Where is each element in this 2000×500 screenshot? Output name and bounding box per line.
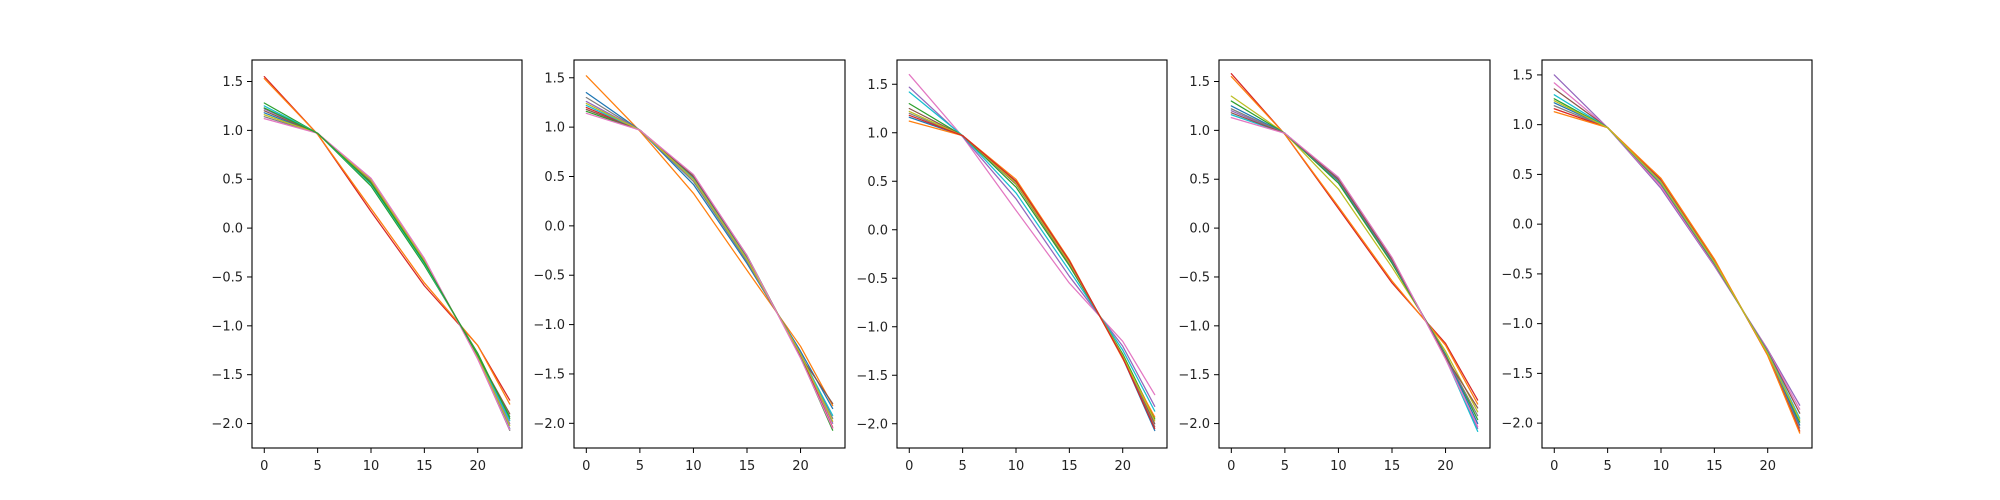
y-tick-label: 1.0: [1189, 124, 1210, 139]
series-line-9: [1553, 111, 1801, 434]
series-line-2: [1553, 82, 1801, 410]
series-line-2: [585, 91, 834, 410]
x-tick-label: 15: [1061, 459, 1078, 474]
y-tick-label: 0.5: [867, 175, 888, 190]
x-tick-label: 0: [582, 459, 590, 474]
y-tick-label: 0.5: [544, 170, 565, 185]
series-line-2: [263, 77, 511, 405]
series-line-10: [908, 114, 1156, 430]
chart-panel-1: 0 5 10 15 20 1.5 1.0 0.5 0.0 −0.5 −1.0 −1.5 −2.0: [211, 59, 523, 474]
y-tick-label: −2.0: [533, 417, 565, 432]
series-line-10: [1553, 100, 1801, 421]
y-tick-label: 0.0: [867, 223, 888, 238]
x-tick-label: 20: [1759, 459, 1776, 474]
axes-frame: [896, 59, 1168, 449]
axes-frame: [251, 59, 523, 449]
y-tick-label: 0.0: [222, 222, 243, 237]
x-tick-label: 5: [1603, 459, 1611, 474]
x-tick-label: 10: [1008, 459, 1025, 474]
y-tick-label: −2.0: [211, 417, 243, 432]
y-tick-label: 1.0: [1512, 118, 1533, 133]
x-tick-label: 0: [1227, 459, 1235, 474]
x-tick-label: 15: [416, 459, 433, 474]
y-tick-label: −1.5: [211, 368, 243, 383]
series-line-9: [263, 114, 511, 427]
x-tick-label: 5: [636, 459, 644, 474]
y-tick-label: 1.5: [544, 71, 565, 86]
x-tick-label: 5: [1281, 459, 1289, 474]
series-line-9: [1230, 112, 1479, 409]
y-tick-label: −1.0: [1178, 319, 1210, 334]
x-tick-label: 5: [958, 459, 966, 474]
x-tick-label: 10: [363, 459, 380, 474]
y-tick-label: −0.5: [856, 272, 888, 287]
series-line-1: [1553, 74, 1801, 406]
series-line-1: [908, 73, 1156, 396]
x-tick-label: 15: [1706, 459, 1723, 474]
y-tick-label: 0.0: [544, 219, 565, 234]
x-tick-label: 10: [1653, 459, 1670, 474]
x-tick-label: 10: [685, 459, 702, 474]
series-line-2: [1230, 75, 1479, 405]
x-tick-label: 20: [469, 459, 486, 474]
y-tick-label: −2.0: [856, 417, 888, 432]
series-line-10: [585, 112, 834, 429]
chart-panel-3: 0 5 10 15 20 1.5 1.0 0.5 0.0 −0.5 −1.0 −1.5 −2.0: [856, 59, 1168, 474]
series-line-10: [1230, 117, 1479, 428]
series-line-1: [585, 75, 834, 407]
y-tick-label: −0.5: [211, 270, 243, 285]
y-tick-label: 0.5: [1512, 168, 1533, 183]
series-line-9: [585, 102, 834, 422]
x-tick-label: 0: [260, 459, 268, 474]
y-tick-label: −1.0: [1501, 317, 1533, 332]
y-tick-label: −1.0: [856, 320, 888, 335]
y-tick-label: −0.5: [533, 269, 565, 284]
series-line-11: [263, 107, 511, 418]
x-tick-label: 10: [1330, 459, 1347, 474]
axes-frame: [573, 59, 846, 449]
y-tick-label: −1.0: [533, 318, 565, 333]
y-tick-label: −0.5: [1178, 270, 1210, 285]
y-tick-label: 1.0: [222, 124, 243, 139]
y-tick-label: 0.0: [1512, 218, 1533, 233]
y-tick-label: 0.5: [222, 173, 243, 188]
x-tick-label: 20: [1437, 459, 1454, 474]
y-tick-label: 1.5: [1189, 75, 1210, 90]
chart-panel-2: 0 5 10 15 20 1.5 1.0 0.5 0.0 −0.5 −1.0 −1.5 −2.0: [533, 59, 846, 474]
series-line-3: [908, 91, 1156, 412]
y-tick-label: 1.5: [1512, 68, 1533, 83]
y-tick-label: 1.0: [867, 126, 888, 141]
y-tick-label: −0.5: [1501, 267, 1533, 282]
axes-frame: [1541, 59, 1813, 449]
y-tick-label: 1.0: [544, 121, 565, 136]
chart-panel-5: 0 5 10 15 20 1.5 1.0 0.5 0.0 −0.5 −1.0 −1.5 −2.0: [1501, 59, 1813, 474]
y-tick-label: −1.5: [856, 369, 888, 384]
x-tick-label: 5: [313, 459, 321, 474]
y-tick-label: 0.0: [1189, 222, 1210, 237]
y-tick-label: 0.5: [1189, 173, 1210, 188]
y-tick-label: −2.0: [1178, 417, 1210, 432]
x-tick-label: 20: [792, 459, 809, 474]
x-tick-label: 0: [905, 459, 913, 474]
y-tick-label: −1.5: [533, 367, 565, 382]
series-line-3: [1230, 95, 1479, 413]
y-tick-label: 1.5: [222, 75, 243, 90]
series-line-10: [263, 118, 511, 431]
series-line-4: [908, 103, 1156, 420]
x-tick-label: 20: [1114, 459, 1131, 474]
y-tick-label: 1.5: [867, 78, 888, 93]
x-tick-label: 15: [739, 459, 756, 474]
y-tick-label: −1.0: [211, 319, 243, 334]
y-tick-label: −1.5: [1178, 368, 1210, 383]
x-tick-label: 0: [1550, 459, 1558, 474]
y-tick-label: −2.0: [1501, 417, 1533, 432]
x-tick-label: 15: [1384, 459, 1401, 474]
chart-panel-4: 0 5 10 15 20 1.5 1.0 0.5 0.0 −0.5 −1.0 −1.5 −2.0: [1178, 59, 1491, 474]
y-tick-label: −1.5: [1501, 367, 1533, 382]
axes-frame: [1218, 59, 1491, 449]
